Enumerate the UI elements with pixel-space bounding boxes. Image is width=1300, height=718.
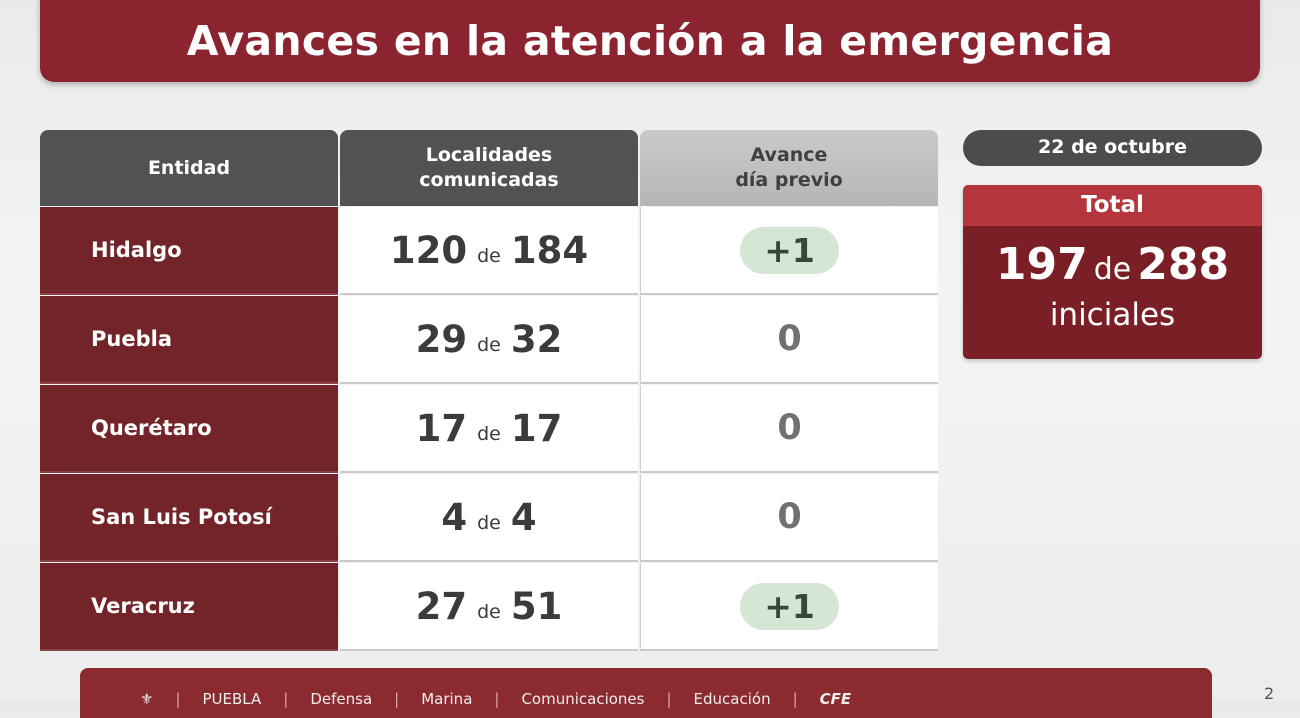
date-badge: 22 de octubre [963, 130, 1262, 166]
localities-cell: 4 de 4 [340, 474, 638, 562]
connector: de [477, 245, 501, 267]
divider: | [792, 690, 798, 708]
table-row: Puebla 29 de 32 0 [40, 296, 938, 384]
page-number: 2 [1264, 684, 1275, 703]
advance-pill: +1 [740, 226, 839, 274]
total-label: Total [963, 185, 1262, 226]
advance-cell: 0 [640, 474, 938, 562]
header-line: día previo [735, 169, 843, 191]
header-line: comunicadas [419, 169, 559, 191]
entity-name: Puebla [40, 296, 338, 384]
header-avance: Avance día previo [640, 130, 938, 206]
advance-cell: 0 [640, 385, 938, 473]
title-bar: Avances en la atención a la emergencia [40, 0, 1260, 82]
logo-cfe: CFE [819, 690, 852, 708]
entity-name: Veracruz [40, 563, 338, 651]
localities-cell: 27 de 51 [340, 563, 638, 651]
advance-value: 0 [777, 497, 802, 537]
localities-cell: 17 de 17 [340, 385, 638, 473]
page-title: Avances en la atención a la emergencia [186, 17, 1114, 65]
communicated-count: 29 [415, 317, 468, 361]
table-row: San Luis Potosí 4 de 4 0 [40, 474, 938, 562]
advance-value: 0 [777, 319, 802, 359]
logo-marina: Marina [421, 690, 473, 708]
logo-comunicaciones: Comunicaciones [521, 690, 645, 708]
entity-name: Hidalgo [40, 207, 338, 295]
connector: de [477, 512, 501, 534]
advance-cell: 0 [640, 296, 938, 384]
localities-cell: 29 de 32 [340, 296, 638, 384]
table-row: Hidalgo 120 de 184 +1 [40, 207, 938, 295]
advance-pill: +1 [740, 582, 839, 630]
communicated-count: 4 [441, 495, 468, 539]
connector: de [477, 601, 501, 623]
header-line: Localidades [425, 144, 553, 166]
communicated-count: 120 [389, 228, 468, 272]
header-line: Avance [750, 144, 828, 166]
localities-cell: 120 de 184 [340, 207, 638, 295]
divider: | [175, 690, 181, 708]
logo-educacion: Educación [693, 690, 771, 708]
entity-name: San Luis Potosí [40, 474, 338, 562]
footer-logo-bar: ⚜ | PUEBLA | Defensa | Marina | Comunica… [80, 668, 1212, 718]
total-count: 17 [510, 406, 563, 450]
total-count: 184 [510, 228, 589, 272]
entity-name: Querétaro [40, 385, 338, 473]
table-row: Veracruz 27 de 51 +1 [40, 563, 938, 651]
header-localidades: Localidades comunicadas [340, 130, 638, 206]
total-localidades: 288 [1137, 239, 1230, 290]
divider: | [666, 690, 672, 708]
total-connector: de [1093, 252, 1132, 287]
connector: de [477, 423, 501, 445]
advance-value: 0 [777, 408, 802, 448]
advance-cell: +1 [640, 563, 938, 651]
divider: | [494, 690, 500, 708]
total-suffix: iniciales [1049, 297, 1176, 333]
logo-defensa: Defensa [310, 690, 373, 708]
logo-puebla: PUEBLA [202, 690, 262, 708]
divider: | [283, 690, 289, 708]
connector: de [477, 334, 501, 356]
total-card: Total 197 de 288 iniciales [963, 185, 1262, 359]
communicated-count: 17 [415, 406, 468, 450]
communicated-count: 27 [415, 584, 468, 628]
total-count: 4 [510, 495, 537, 539]
total-count: 51 [510, 584, 563, 628]
table-row: Querétaro 17 de 17 0 [40, 385, 938, 473]
gobierno-logo: ⚜ [140, 690, 154, 708]
advance-cell: +1 [640, 207, 938, 295]
total-comunicadas: 197 [995, 239, 1088, 290]
divider: | [394, 690, 400, 708]
header-entidad: Entidad [40, 130, 338, 206]
total-count: 32 [510, 317, 563, 361]
